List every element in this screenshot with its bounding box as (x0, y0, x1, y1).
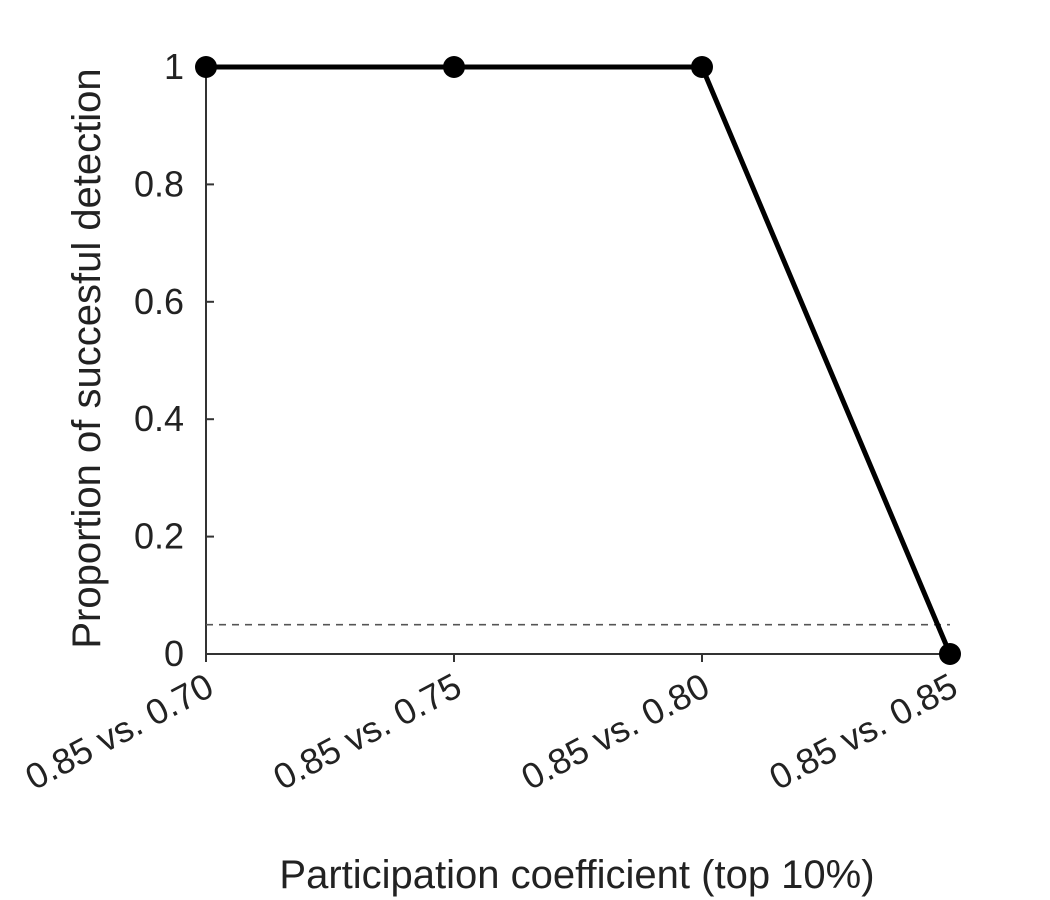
data-point (195, 56, 217, 78)
series-line (206, 64, 953, 655)
y-ticks: 0 0.2 0.4 0.6 0.8 1 (134, 46, 214, 674)
series-group (195, 56, 961, 665)
x-tick-label: 0.85 vs. 0.85 (762, 665, 963, 798)
x-tick-label: 0.85 vs. 0.70 (18, 665, 219, 798)
y-tick-label: 0.6 (134, 281, 184, 322)
x-tick-label: 0.85 vs. 0.75 (266, 665, 467, 798)
data-point (443, 56, 465, 78)
data-point (691, 56, 713, 78)
y-tick-label: 0.4 (134, 398, 184, 439)
x-axis-title: Participation coefficient (top 10%) (279, 853, 874, 897)
y-axis-title: Proportion of succesful detection (65, 68, 109, 648)
y-tick-label: 1 (164, 46, 184, 87)
y-tick-label: 0 (164, 633, 184, 674)
data-point (939, 643, 961, 665)
axes (205, 59, 950, 655)
y-tick-label: 0.8 (134, 163, 184, 204)
x-ticks: 0.85 vs. 0.70 0.85 vs. 0.75 0.85 vs. 0.80 0… (18, 654, 964, 798)
x-tick-label: 0.85 vs. 0.80 (514, 665, 715, 798)
y-tick-label: 0.2 (134, 516, 184, 557)
